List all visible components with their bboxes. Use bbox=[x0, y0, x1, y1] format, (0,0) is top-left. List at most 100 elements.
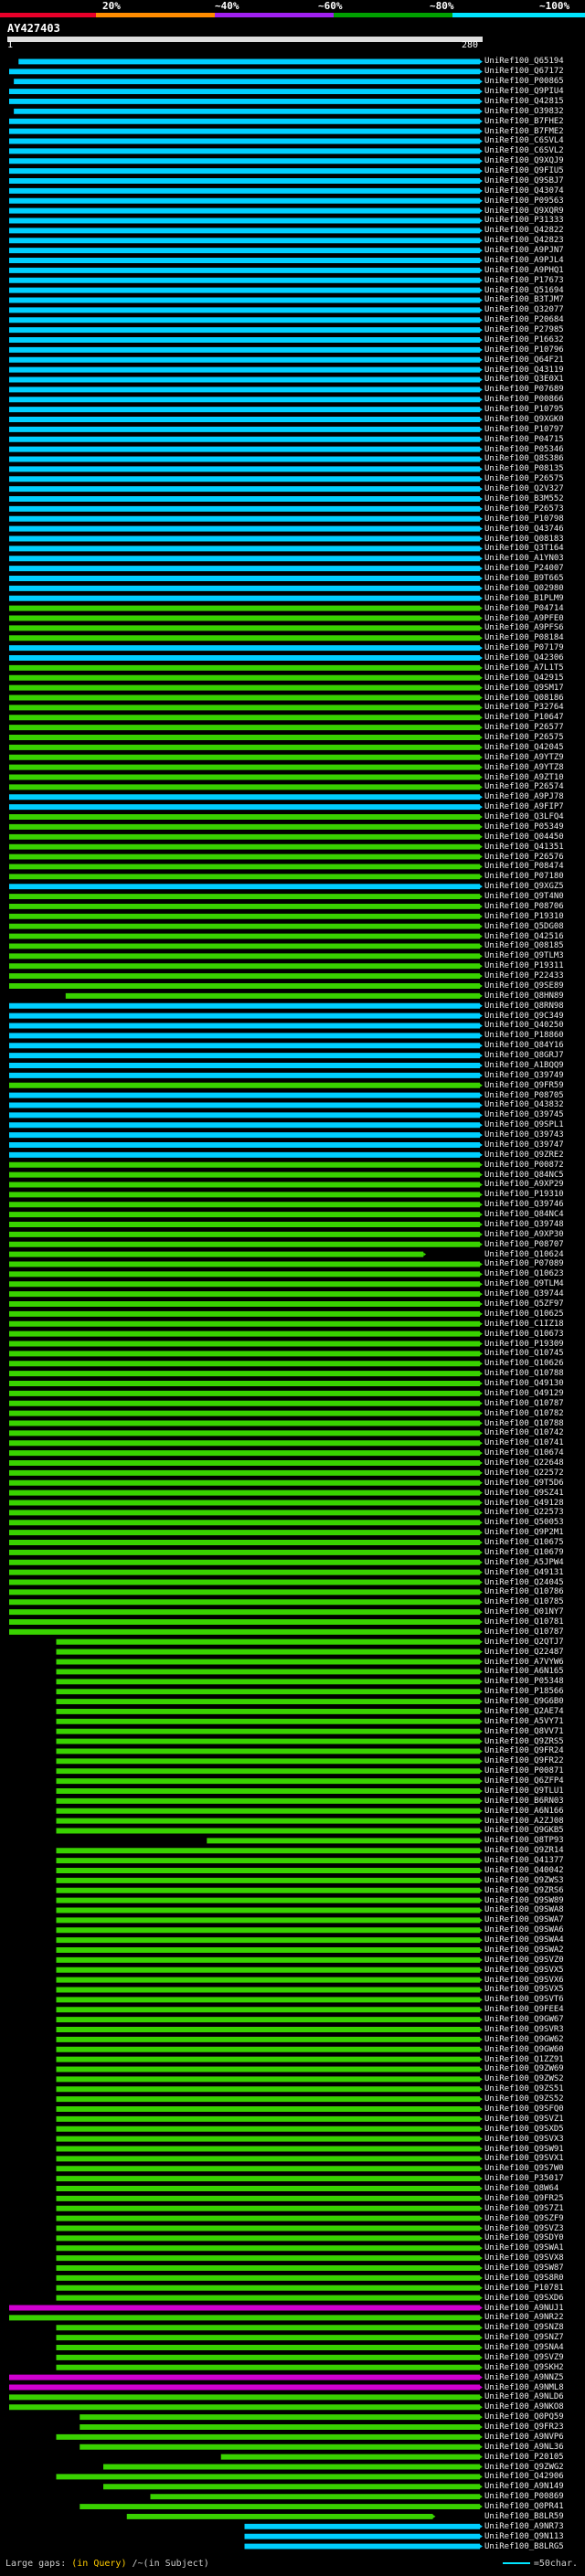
hit-label[interactable]: UniRef100_Q9TLU1 bbox=[484, 1786, 564, 1796]
hit-label[interactable]: UniRef100_Q9SVX3 bbox=[484, 2134, 564, 2144]
hit-label[interactable]: UniRef100_P10796 bbox=[484, 345, 564, 355]
hit-label[interactable]: UniRef100_Q42915 bbox=[484, 673, 564, 683]
hit-label[interactable]: UniRef100_P10647 bbox=[484, 713, 564, 723]
hit-label[interactable]: UniRef100_P05346 bbox=[484, 444, 564, 454]
hit-label[interactable]: UniRef100_Q10675 bbox=[484, 1538, 564, 1548]
hit-label[interactable]: UniRef100_Q39746 bbox=[484, 1200, 564, 1210]
hit-label[interactable]: UniRef100_Q9SW91 bbox=[484, 2144, 564, 2154]
hit-label[interactable]: UniRef100_Q42815 bbox=[484, 96, 564, 106]
hit-label[interactable]: UniRef100_A9NLD6 bbox=[484, 2392, 564, 2402]
hit-label[interactable]: UniRef100_Q10673 bbox=[484, 1329, 564, 1339]
hit-label[interactable]: UniRef100_P07179 bbox=[484, 643, 564, 653]
hit-label[interactable]: UniRef100_A7VYW6 bbox=[484, 1657, 564, 1667]
hit-label[interactable]: UniRef100_Q9XQR9 bbox=[484, 206, 564, 216]
hit-label[interactable]: UniRef100_P22433 bbox=[484, 971, 564, 981]
hit-label[interactable]: UniRef100_P07689 bbox=[484, 385, 564, 395]
hit-label[interactable]: UniRef100_P00871 bbox=[484, 1766, 564, 1776]
hit-label[interactable]: UniRef100_Q9S8R0 bbox=[484, 2273, 564, 2283]
hit-label[interactable]: UniRef100_Q9SFQ0 bbox=[484, 2104, 564, 2114]
hit-label[interactable]: UniRef100_B6RN03 bbox=[484, 1796, 564, 1806]
hit-label[interactable]: UniRef100_Q08183 bbox=[484, 534, 564, 544]
hit-label[interactable]: UniRef100_A5VY71 bbox=[484, 1716, 564, 1726]
hit-label[interactable]: UniRef100_Q9FR59 bbox=[484, 1080, 564, 1090]
hit-label[interactable]: UniRef100_Q9SVZ1 bbox=[484, 2114, 564, 2124]
hit-label[interactable]: UniRef100_Q9SPL1 bbox=[484, 1120, 564, 1130]
hit-label[interactable]: UniRef100_Q9XGK0 bbox=[484, 414, 564, 424]
hit-label[interactable]: UniRef100_Q08185 bbox=[484, 941, 564, 951]
hit-label[interactable]: UniRef100_Q10787 bbox=[484, 1398, 564, 1408]
hit-label[interactable]: UniRef100_P26575 bbox=[484, 474, 564, 484]
hit-label[interactable]: UniRef100_Q49131 bbox=[484, 1567, 564, 1577]
hit-label[interactable]: UniRef100_C6SVL4 bbox=[484, 136, 564, 146]
hit-label[interactable]: UniRef100_Q9SWA7 bbox=[484, 1915, 564, 1925]
hit-label[interactable]: UniRef100_Q42823 bbox=[484, 236, 564, 246]
hit-label[interactable]: UniRef100_Q9XQJ9 bbox=[484, 156, 564, 166]
hit-label[interactable]: UniRef100_Q9SVT6 bbox=[484, 1995, 564, 2005]
hit-label[interactable]: UniRef100_Q2V327 bbox=[484, 484, 564, 494]
hit-label[interactable]: UniRef100_B8LRG5 bbox=[484, 2541, 564, 2551]
hit-label[interactable]: UniRef100_Q9SZF9 bbox=[484, 2213, 564, 2223]
hit-label[interactable]: UniRef100_Q9GW67 bbox=[484, 2015, 564, 2025]
hit-label[interactable]: UniRef100_A9PFE0 bbox=[484, 613, 564, 623]
hit-label[interactable]: UniRef100_A1YN03 bbox=[484, 554, 564, 564]
hit-label[interactable]: UniRef100_Q40042 bbox=[484, 1865, 564, 1875]
hit-label[interactable]: UniRef100_A9NR73 bbox=[484, 2521, 564, 2531]
hit-label[interactable]: UniRef100_Q9GW60 bbox=[484, 2044, 564, 2054]
hit-label[interactable]: UniRef100_Q64F21 bbox=[484, 355, 564, 365]
hit-label[interactable]: UniRef100_P08707 bbox=[484, 1239, 564, 1249]
hit-label[interactable]: UniRef100_Q9SVX5 bbox=[484, 1985, 564, 1995]
hit-label[interactable]: UniRef100_P07089 bbox=[484, 1259, 564, 1269]
hit-label[interactable]: UniRef100_Q9GKB5 bbox=[484, 1826, 564, 1836]
hit-label[interactable]: UniRef100_A1BQQ9 bbox=[484, 1060, 564, 1070]
hit-label[interactable]: UniRef100_Q9SVX8 bbox=[484, 2253, 564, 2263]
hit-label[interactable]: UniRef100_A9NUJ1 bbox=[484, 2303, 564, 2313]
hit-label[interactable]: UniRef100_P10795 bbox=[484, 405, 564, 415]
hit-label[interactable]: UniRef100_Q9TLM3 bbox=[484, 951, 564, 961]
hit-label[interactable]: UniRef100_Q84Y16 bbox=[484, 1041, 564, 1051]
hit-label[interactable]: UniRef100_Q3LFQ4 bbox=[484, 812, 564, 822]
hit-label[interactable]: UniRef100_P19311 bbox=[484, 961, 564, 971]
hit-label[interactable]: UniRef100_Q42906 bbox=[484, 2472, 564, 2482]
hit-label[interactable]: UniRef100_A9FIP7 bbox=[484, 802, 564, 812]
hit-label[interactable]: UniRef100_Q9SVZ0 bbox=[484, 1955, 564, 1965]
hit-label[interactable]: UniRef100_Q5DG08 bbox=[484, 921, 564, 931]
hit-label[interactable]: UniRef100_Q9FR23 bbox=[484, 2422, 564, 2433]
hit-label[interactable]: UniRef100_Q9SWA4 bbox=[484, 1935, 564, 1945]
hit-label[interactable]: UniRef100_Q9ZS52 bbox=[484, 2094, 564, 2104]
hit-label[interactable]: UniRef100_P18860 bbox=[484, 1031, 564, 1041]
hit-label[interactable]: UniRef100_Q9P2M1 bbox=[484, 1528, 564, 1538]
hit-label[interactable]: UniRef100_Q22487 bbox=[484, 1647, 564, 1657]
hit-label[interactable]: UniRef100_C1IZ18 bbox=[484, 1319, 564, 1329]
hit-label[interactable]: UniRef100_Q39744 bbox=[484, 1289, 564, 1299]
hit-label[interactable]: UniRef100_P19310 bbox=[484, 911, 564, 921]
hit-label[interactable]: UniRef100_P19309 bbox=[484, 1339, 564, 1349]
hit-label[interactable]: UniRef100_P10781 bbox=[484, 2283, 564, 2293]
hit-label[interactable]: UniRef100_Q10742 bbox=[484, 1428, 564, 1438]
hit-label[interactable]: UniRef100_Q9FR22 bbox=[484, 1756, 564, 1766]
hit-label[interactable]: UniRef100_P24007 bbox=[484, 564, 564, 574]
hit-label[interactable]: UniRef100_Q10625 bbox=[484, 1309, 564, 1319]
hit-label[interactable]: UniRef100_Q43746 bbox=[484, 524, 564, 534]
hit-label[interactable]: UniRef100_Q9FR24 bbox=[484, 1746, 564, 1756]
hit-label[interactable]: UniRef100_Q9TLM4 bbox=[484, 1279, 564, 1289]
hit-label[interactable]: UniRef100_P08706 bbox=[484, 901, 564, 911]
hit-label[interactable]: UniRef100_Q9SW87 bbox=[484, 2263, 564, 2274]
hit-label[interactable]: UniRef100_P19310 bbox=[484, 1190, 564, 1200]
hit-label[interactable]: UniRef100_Q0PQ59 bbox=[484, 2412, 564, 2422]
hit-label[interactable]: UniRef100_P32764 bbox=[484, 703, 564, 713]
hit-label[interactable]: UniRef100_Q9N113 bbox=[484, 2531, 564, 2541]
hit-label[interactable]: UniRef100_Q9XGZ5 bbox=[484, 882, 564, 892]
hit-label[interactable]: UniRef100_Q42306 bbox=[484, 653, 564, 663]
hit-label[interactable]: UniRef100_Q9ZRE2 bbox=[484, 1150, 564, 1160]
hit-label[interactable]: UniRef100_P00865 bbox=[484, 77, 564, 87]
hit-label[interactable]: UniRef100_Q10623 bbox=[484, 1269, 564, 1279]
hit-label[interactable]: UniRef100_Q9S7Z1 bbox=[484, 2203, 564, 2213]
hit-label[interactable]: UniRef100_Q9SVX6 bbox=[484, 1975, 564, 1985]
hit-label[interactable]: UniRef100_P20105 bbox=[484, 2452, 564, 2462]
hit-label[interactable]: UniRef100_Q9SVZ3 bbox=[484, 2223, 564, 2233]
hit-label[interactable]: UniRef100_Q9SWA1 bbox=[484, 2243, 564, 2253]
hit-label[interactable]: UniRef100_C6SVL2 bbox=[484, 146, 564, 156]
hit-label[interactable]: UniRef100_Q8W64 bbox=[484, 2184, 559, 2193]
hit-label[interactable]: UniRef100_Q9SVX1 bbox=[484, 2154, 564, 2164]
hit-label[interactable]: UniRef100_Q9SVZ9 bbox=[484, 2352, 564, 2362]
